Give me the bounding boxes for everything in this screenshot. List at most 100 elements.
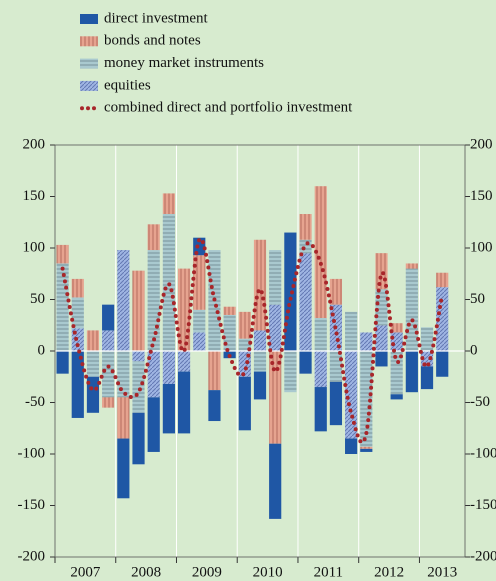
bar-segment bbox=[269, 304, 282, 351]
y-tick-label: 100 bbox=[23, 239, 46, 255]
bar-segment bbox=[436, 351, 449, 377]
legend-label: bonds and notes bbox=[104, 33, 201, 49]
bar-segment bbox=[299, 253, 312, 351]
bar-segment bbox=[86, 376, 100, 413]
bar-segment bbox=[208, 390, 221, 422]
bar-segment bbox=[71, 351, 84, 418]
y-tick-label: -50 bbox=[25, 394, 45, 410]
bar-segment bbox=[208, 351, 221, 391]
bar-segment bbox=[345, 351, 358, 439]
legend-swatch bbox=[80, 58, 98, 69]
x-tick-label: 2012 bbox=[374, 564, 404, 580]
bar-segment bbox=[269, 250, 282, 305]
bar-segment bbox=[375, 351, 388, 367]
bar-segment bbox=[345, 438, 358, 454]
y-tick-label: 50 bbox=[470, 291, 485, 307]
bar-segment bbox=[420, 327, 434, 351]
bar-segment bbox=[223, 306, 236, 315]
bar-segment bbox=[132, 270, 145, 351]
y-tick-label: 0 bbox=[470, 342, 478, 358]
y-tick-label: -100 bbox=[18, 445, 46, 461]
bar-segment bbox=[345, 311, 358, 351]
bar-segment bbox=[405, 351, 418, 393]
bar-segment bbox=[420, 366, 434, 390]
y-tick-label: -150 bbox=[18, 497, 46, 513]
bar-segment bbox=[253, 371, 267, 400]
bar-segment bbox=[375, 325, 388, 351]
x-tick-label: 2008 bbox=[131, 564, 161, 580]
bar-segment bbox=[102, 304, 115, 331]
plot-frame bbox=[54, 144, 466, 558]
bar-segment bbox=[329, 278, 343, 305]
y-tick-label: 150 bbox=[23, 188, 46, 204]
bar-segment bbox=[360, 351, 373, 447]
bar-segment bbox=[193, 332, 206, 351]
bar-segment bbox=[390, 323, 403, 333]
y-tick-label: 100 bbox=[470, 239, 493, 255]
bar-segment bbox=[314, 351, 327, 388]
combined-line bbox=[60, 236, 445, 445]
bar-segment bbox=[390, 332, 403, 351]
bar-segment bbox=[117, 397, 130, 439]
bar-segment bbox=[360, 448, 373, 452]
bar-segment bbox=[284, 351, 297, 393]
bar-segment bbox=[132, 361, 145, 413]
y-tick-label: -200 bbox=[18, 548, 46, 564]
bar-segment bbox=[405, 263, 418, 269]
bar-segment bbox=[436, 287, 449, 351]
y-tick-label: -150 bbox=[470, 497, 496, 513]
bar-segment bbox=[238, 376, 251, 431]
bar-segment bbox=[102, 397, 115, 408]
x-tick-label: 2013 bbox=[427, 564, 457, 580]
legend-swatch bbox=[80, 80, 98, 91]
bar-segment bbox=[269, 351, 282, 444]
legend-label: direct investment bbox=[104, 10, 209, 26]
legend-swatch bbox=[80, 14, 98, 24]
bar-segment bbox=[314, 318, 327, 351]
bar-segment bbox=[360, 332, 373, 351]
bar-segment bbox=[102, 330, 115, 351]
y-tick-label: -50 bbox=[470, 394, 490, 410]
bar-segment bbox=[117, 351, 130, 398]
legend-label: combined direct and portfolio investment bbox=[104, 100, 353, 116]
bar-segment bbox=[405, 268, 418, 351]
legend-swatch bbox=[80, 36, 98, 47]
bar-segment bbox=[147, 250, 160, 351]
bar-segment bbox=[238, 311, 251, 339]
y-tick-label: -100 bbox=[470, 445, 496, 461]
bar-segment bbox=[314, 387, 327, 432]
bar-segment bbox=[177, 268, 191, 351]
bar-segment bbox=[117, 438, 130, 499]
bar-segment bbox=[253, 239, 267, 331]
x-tick-label: 2010 bbox=[253, 564, 283, 580]
bar-segment bbox=[86, 351, 100, 377]
bar-segment bbox=[329, 351, 343, 382]
bar-segment bbox=[436, 272, 449, 288]
bar-segment bbox=[162, 193, 175, 215]
bar-segment bbox=[299, 214, 312, 240]
bar-segment bbox=[253, 351, 267, 372]
bar-segment bbox=[162, 351, 175, 384]
bar-segment bbox=[177, 351, 191, 372]
y-tick-label: 200 bbox=[23, 136, 46, 152]
bar-segment bbox=[132, 351, 145, 362]
bar-segment bbox=[177, 371, 191, 434]
bar-segment bbox=[193, 255, 206, 310]
y-tick-label: 50 bbox=[30, 291, 45, 307]
bar-segment bbox=[390, 394, 403, 400]
bar-segment bbox=[147, 224, 160, 251]
y-tick-label: 0 bbox=[38, 342, 46, 358]
bar-segment bbox=[147, 351, 160, 398]
bar-segment bbox=[314, 186, 327, 319]
bar-segment bbox=[56, 263, 69, 351]
bar-segment bbox=[56, 351, 69, 374]
bar-segment bbox=[162, 383, 175, 434]
x-tick-label: 2007 bbox=[70, 564, 101, 580]
y-tick-label: -200 bbox=[470, 548, 496, 564]
bar-segment bbox=[56, 244, 69, 264]
bar-segment bbox=[360, 446, 373, 449]
bar-segment bbox=[253, 330, 267, 351]
bar-segment bbox=[132, 412, 145, 465]
bar-segment bbox=[86, 330, 100, 351]
